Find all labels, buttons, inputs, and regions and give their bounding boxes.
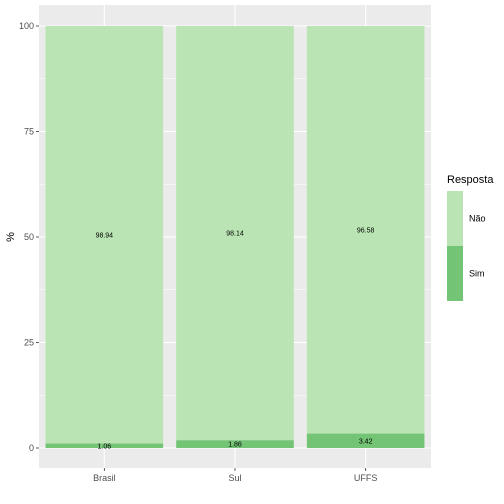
y-tick-label: 25 xyxy=(24,338,34,348)
legend-label: Não xyxy=(469,214,486,224)
bar-value-label: 3.42 xyxy=(359,438,373,445)
y-tick-label: 100 xyxy=(19,21,34,31)
legend-title: Resposta xyxy=(447,174,494,186)
legend-key-no xyxy=(447,191,463,246)
legend-label: Sim xyxy=(469,269,485,279)
bar-value-label: 1.86 xyxy=(228,442,242,449)
legend: Resposta Não Sim xyxy=(447,174,494,301)
y-tick-label: 50 xyxy=(24,232,34,242)
y-tick-label: 0 xyxy=(29,443,34,453)
y-axis-ticks: 0 25 50 75 100 xyxy=(19,21,39,453)
x-tick-label: Brasil xyxy=(93,473,116,483)
bar-value-label: 98.94 xyxy=(96,232,114,239)
x-tick-label: Sul xyxy=(228,473,241,483)
legend-key-sim xyxy=(447,246,463,301)
bar-value-label: 1.06 xyxy=(98,443,112,450)
y-tick-label: 75 xyxy=(24,127,34,137)
x-tick-label: UFFS xyxy=(354,473,378,483)
x-axis-ticks: Brasil Sul UFFS xyxy=(93,468,377,483)
bar-value-label: 96.58 xyxy=(357,227,375,234)
y-axis-title: % xyxy=(5,232,17,242)
bar-value-label: 98.14 xyxy=(226,231,244,238)
